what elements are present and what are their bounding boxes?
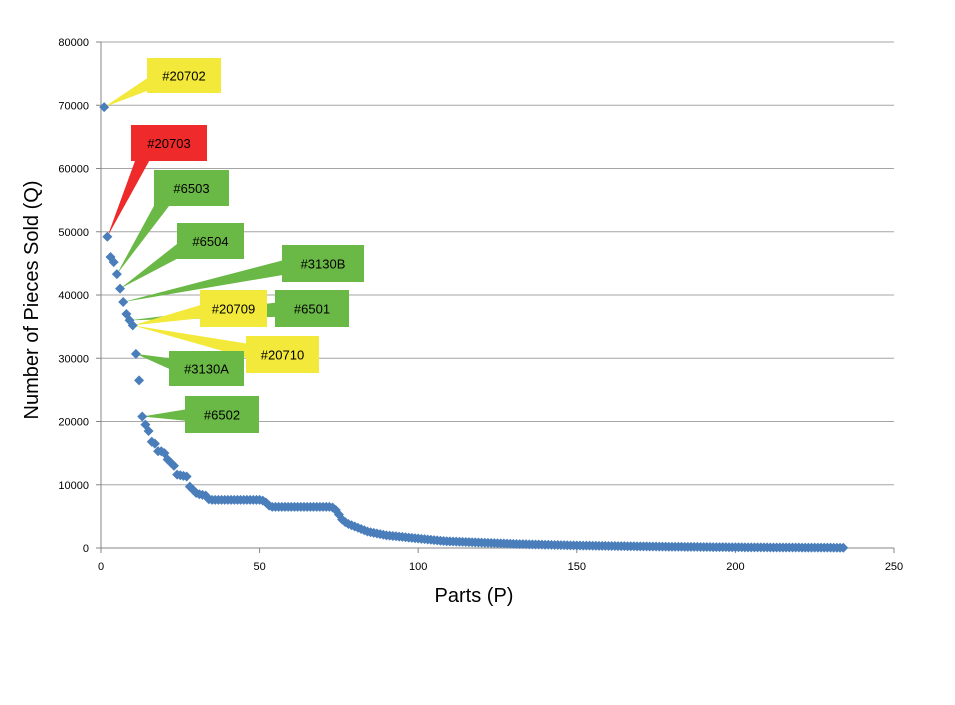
callout-box xyxy=(177,223,244,259)
data-point xyxy=(99,102,110,113)
y-tick-label: 10000 xyxy=(58,480,89,492)
callout: #20709 xyxy=(200,290,267,327)
callout-label: #3130A xyxy=(184,362,229,377)
data-point xyxy=(838,542,849,553)
callout-box xyxy=(185,396,259,433)
callout-label: #6501 xyxy=(294,302,330,317)
callout-pointer xyxy=(132,300,219,326)
callout-box xyxy=(169,351,244,386)
callout-label: #6503 xyxy=(173,181,209,196)
callout-label: #6504 xyxy=(192,234,228,249)
y-axis-tick-labels: 0 10000 20000 30000 40000 50000 60000 70000 8000… xyxy=(58,37,89,555)
data-point xyxy=(115,283,126,294)
callout: #3130B xyxy=(282,245,364,282)
data-point xyxy=(108,257,119,268)
y-tick-label: 20000 xyxy=(58,417,89,429)
x-tick-label: 150 xyxy=(568,561,586,573)
data-points xyxy=(99,102,849,553)
callout-label: #20703 xyxy=(147,136,190,151)
data-point xyxy=(134,375,145,386)
callout-labels: #20702 #20703 #6503 #6504 #3130B #6501 #20709 #… xyxy=(131,58,364,433)
x-tick-label: 200 xyxy=(726,561,744,573)
callout-label: #20702 xyxy=(162,69,205,84)
callout: #3130A xyxy=(169,351,244,386)
callout: #20710 xyxy=(246,336,319,373)
y-axis-title: Number of Pieces Sold (Q) xyxy=(21,181,43,420)
data-point xyxy=(181,471,192,482)
data-point xyxy=(102,231,113,242)
y-tick-label: 60000 xyxy=(58,164,89,176)
data-point xyxy=(118,296,129,307)
data-point xyxy=(168,460,179,471)
y-tick-label: 0 xyxy=(83,543,89,555)
data-point xyxy=(327,502,338,513)
callout-pointer xyxy=(107,139,158,237)
callout-box xyxy=(147,58,221,93)
x-tick-label: 0 xyxy=(98,561,104,573)
data-point xyxy=(149,438,160,449)
x-tick-label: 250 xyxy=(885,561,903,573)
data-point xyxy=(143,425,154,436)
callout: #6502 xyxy=(185,396,259,433)
data-point xyxy=(130,348,141,359)
x-tick-label: 50 xyxy=(253,561,265,573)
y-tick-label: 30000 xyxy=(58,353,89,365)
x-axis-title: Parts (P) xyxy=(435,585,514,607)
callout-box xyxy=(282,245,364,282)
callout-pointer xyxy=(116,183,180,275)
data-point xyxy=(137,411,148,422)
y-tick-label: 40000 xyxy=(58,290,89,302)
callout: #6501 xyxy=(275,290,349,327)
callout: #20702 xyxy=(147,58,221,93)
x-axis-tick-labels: 0 50 100 150 200 250 xyxy=(98,561,903,573)
callout-label: #6502 xyxy=(204,408,240,423)
callout-box xyxy=(200,290,267,327)
y-tick-label: 70000 xyxy=(58,100,89,112)
callout-label: #20709 xyxy=(212,302,255,317)
data-point xyxy=(127,320,138,331)
callout-box xyxy=(275,290,349,327)
callout: #20703 xyxy=(131,125,207,161)
y-tick-label: 80000 xyxy=(58,37,89,49)
callout: #6504 xyxy=(177,223,244,259)
callout-box xyxy=(154,170,229,206)
callout-box xyxy=(246,336,319,373)
callout-box xyxy=(131,125,207,161)
x-tick-label: 100 xyxy=(409,561,427,573)
callout-label: #3130B xyxy=(301,257,346,272)
callout-label: #20710 xyxy=(261,348,304,363)
y-tick-label: 50000 xyxy=(58,227,89,239)
data-point xyxy=(121,308,132,319)
data-point xyxy=(111,269,122,280)
callout: #6503 xyxy=(154,170,229,206)
callout-pointer xyxy=(123,255,305,302)
